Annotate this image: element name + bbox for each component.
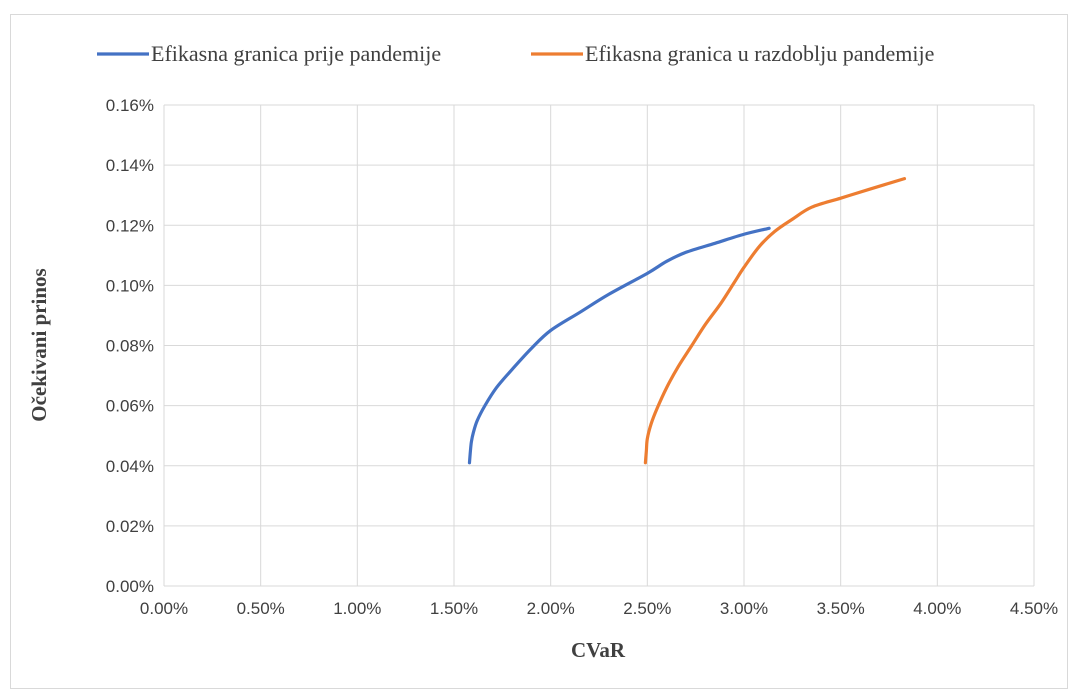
legend: Efikasna granica prije pandemije Efikasna… (97, 41, 934, 66)
x-tick-label: 1.50% (430, 599, 478, 618)
series-line-1 (467, 226, 771, 465)
legend-label-2: Efikasna granica u razdoblju pandemije (585, 41, 934, 66)
x-tick-label: 4.50% (1010, 599, 1058, 618)
x-tick-label: 3.00% (720, 599, 768, 618)
x-tick-label: 2.50% (623, 599, 671, 618)
y-tick-label: 0.14% (106, 156, 154, 175)
series-line-2 (643, 177, 907, 465)
y-tick-label: 0.02% (106, 517, 154, 536)
y-tick-label: 0.08% (106, 337, 154, 356)
y-tick-label: 0.06% (106, 397, 154, 416)
legend-label-1: Efikasna granica prije pandemije (151, 41, 441, 66)
x-tick-label: 2.00% (527, 599, 575, 618)
x-tick-label: 3.50% (817, 599, 865, 618)
y-tick-label: 0.04% (106, 457, 154, 476)
x-tick-label: 4.00% (913, 599, 961, 618)
y-axis-title: Očekivani prinos (27, 268, 51, 421)
gridlines (164, 104, 1035, 586)
series-lines (467, 177, 907, 465)
axes: 0.00% 0.50% 1.00% 1.50% 2.00% 2.50% 3.00% 3.50%… (106, 96, 1058, 618)
y-tick-label: 0.12% (106, 216, 154, 235)
y-tick-label: 0.00% (106, 577, 154, 596)
y-tick-label: 0.16% (106, 96, 154, 115)
x-tick-label: 0.50% (237, 599, 285, 618)
x-axis-title: CVaR (571, 638, 626, 662)
chart-border (10, 14, 1068, 689)
y-tick-label: 0.10% (106, 276, 154, 295)
x-tick-label: 1.00% (333, 599, 381, 618)
x-tick-label: 0.00% (140, 599, 188, 618)
